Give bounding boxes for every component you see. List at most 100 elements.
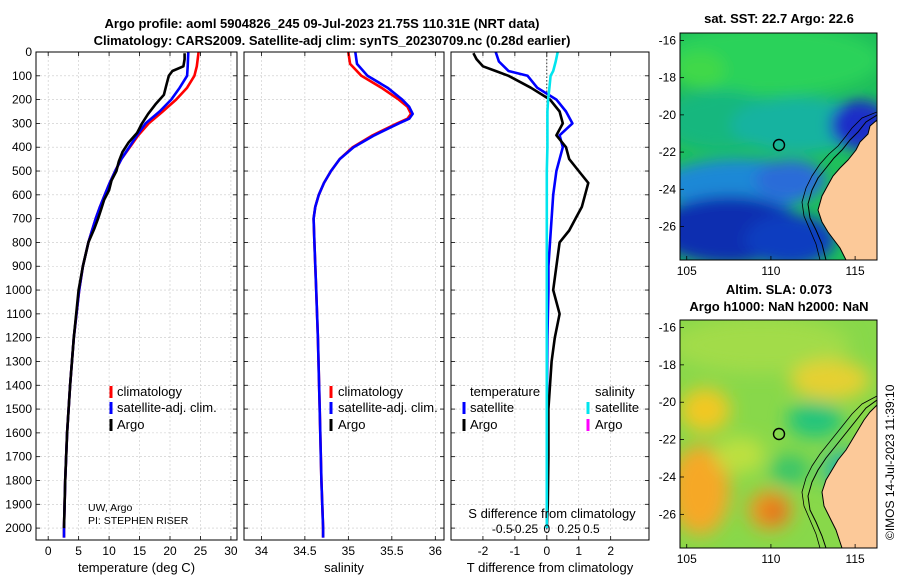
depth-tick-label: 1000 [5, 283, 32, 297]
land-australia [817, 119, 877, 260]
map-y-tick-label: -24 [659, 182, 677, 196]
map-y-tick-label: -24 [659, 470, 677, 484]
x-axis-label: salinity [324, 560, 364, 575]
secondary-tick-label: -0.5 [492, 522, 513, 536]
depth-tick-label: 0 [25, 45, 32, 59]
x-tick-label: 0 [543, 544, 550, 558]
depth-tick-label: 100 [12, 69, 32, 83]
x-tick-label: -1 [510, 544, 521, 558]
map-x-tick-label: 115 [846, 264, 865, 278]
depth-tick-label: 1900 [5, 497, 32, 511]
isobath-contour [801, 395, 877, 548]
pi-note-line-2: PI: STEPHEN RISER [88, 515, 189, 527]
depth-tick-label: 1200 [5, 331, 32, 345]
coast-contour [807, 399, 877, 548]
x-tick-label: 25 [194, 544, 208, 558]
x-tick-label: 5 [75, 544, 82, 558]
salinity-panel: 34 34.5 35 35.5 36 salinity [243, 51, 445, 575]
sst-map-axes: 105 110 115 -16 -18 -20 -22 -24 -26 [659, 33, 865, 278]
map-y-tick-label: -22 [659, 433, 677, 447]
depth-tick-label: 1300 [5, 354, 32, 368]
depth-tick-label: 900 [12, 259, 32, 273]
sst-map [680, 33, 877, 260]
secondary-tick-label: 0.25 [557, 522, 581, 536]
x-tick-label: 36 [429, 544, 443, 558]
series-satellite-adj-clim- [62, 51, 190, 538]
depth-tick-label: 1800 [5, 473, 32, 487]
depth-tick-label: 700 [12, 212, 32, 226]
depth-tick-label: 1700 [5, 450, 32, 464]
imos-credit: ©IMOS 14-Jul-2023 11:39:10 [883, 384, 897, 540]
secondary-tick-label: 0.5 [583, 522, 600, 536]
x-axis-label: T difference from climatology [467, 560, 634, 575]
x-tick-label: 15 [133, 544, 147, 558]
depth-tick-label: 300 [12, 116, 32, 130]
sst-map-frame [679, 32, 878, 261]
legend-climatology-label: climatology [338, 384, 404, 399]
series-climatology [62, 51, 200, 538]
depth-tick-label: 1600 [5, 426, 32, 440]
map-y-tick-label: -18 [659, 71, 677, 85]
secondary-tick-label: -0.25 [511, 522, 539, 536]
x-tick-label: 10 [102, 544, 116, 558]
series-satellite-adj-clim- [312, 51, 415, 538]
panel-frame [35, 51, 238, 541]
coast-contour [807, 114, 877, 260]
temperature-panel: 0100200300400500600700800900100011001200… [5, 45, 238, 575]
series-temperature-argo [472, 52, 590, 529]
depth-tick-label: 200 [12, 93, 32, 107]
sla-map-axes: 105 110 115 -16 -18 -20 -22 -24 -26 [659, 320, 865, 566]
land-australia [821, 404, 877, 548]
sla-map-frame [679, 319, 878, 549]
argo-float-marker [772, 138, 786, 152]
map-y-tick-label: -16 [659, 320, 677, 334]
map-y-tick-label: -22 [659, 145, 677, 159]
x-tick-label: 20 [163, 544, 177, 558]
legend-argo-label: Argo [117, 417, 144, 432]
legend-sal-argo-label: Argo [595, 417, 622, 432]
depth-tick-label: 1500 [5, 402, 32, 416]
x-tick-label: 35.5 [380, 544, 404, 558]
secondary-axis-label: S difference from climatology [468, 506, 636, 521]
series-salinity-satellite [545, 51, 559, 529]
depth-tick-label: 400 [12, 140, 32, 154]
sla-map [680, 320, 877, 548]
x-tick-label: 30 [224, 544, 238, 558]
temperature-legend: climatology satellite-adj. clim. Argo UW… [88, 384, 217, 527]
legend-climatology-label: climatology [117, 384, 183, 399]
secondary-tick-label: 0 [543, 522, 550, 536]
x-tick-label: -2 [478, 544, 489, 558]
sst-map-title: sat. SST: 22.7 Argo: 22.6 [704, 11, 854, 26]
map-y-tick-label: -16 [659, 33, 677, 47]
map-y-tick-label: -26 [659, 220, 677, 234]
legend-sal-satellite-label: satellite [595, 400, 639, 415]
map-y-tick-label: -18 [659, 358, 677, 372]
x-tick-label: 0 [45, 544, 52, 558]
depth-tick-label: 1400 [5, 378, 32, 392]
map-x-tick-label: 110 [761, 552, 780, 566]
legend-satellite-label: satellite-adj. clim. [338, 400, 438, 415]
title-line-2: Climatology: CARS2009. Satellite-adj cli… [94, 33, 571, 48]
depth-tick-label: 1100 [6, 307, 32, 321]
argo-float-marker [772, 427, 786, 441]
map-y-tick-label: -20 [659, 395, 677, 409]
map-y-tick-label: -20 [659, 108, 677, 122]
depth-tick-label: 500 [12, 164, 32, 178]
depth-tick-label: 600 [12, 188, 32, 202]
map-x-tick-label: 105 [677, 264, 697, 278]
depth-tick-label: 800 [12, 235, 32, 249]
x-axis-label: temperature (deg C) [78, 560, 195, 575]
sla-map-title-line-2: Argo h1000: NaN h2000: NaN [689, 299, 868, 314]
pi-note-line-1: UW, Argo [88, 502, 133, 514]
salinity-legend: climatology satellite-adj. clim. Argo [329, 384, 438, 432]
isobath-contour [801, 111, 877, 260]
difference-legend: temperature satellite Argo salinity sate… [462, 384, 639, 432]
map-x-tick-label: 110 [761, 264, 780, 278]
x-tick-label: 34 [255, 544, 269, 558]
map-x-tick-label: 115 [846, 552, 865, 566]
map-x-tick-label: 105 [677, 552, 697, 566]
panel-frame [450, 51, 650, 541]
legend-satellite-label: satellite-adj. clim. [117, 400, 217, 415]
x-tick-label: 2 [607, 544, 614, 558]
